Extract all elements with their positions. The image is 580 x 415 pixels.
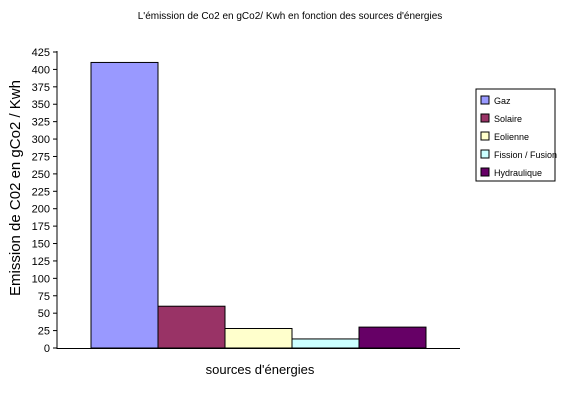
y-tick-label: 25	[38, 326, 50, 338]
y-tick-label: 325	[32, 117, 50, 129]
bar-eolienne	[224, 327, 293, 349]
y-tick-label: 0	[44, 343, 50, 355]
y-tick-label: 100	[32, 273, 50, 285]
y-tick-label: 200	[32, 204, 50, 216]
bar-hydraulique	[358, 326, 427, 349]
legend-label: Gaz	[494, 96, 511, 106]
legend-label: Fission / Fusion	[494, 150, 557, 160]
legend-swatch	[480, 131, 490, 141]
y-axis-label: Emission de C02 en gCo2 / Kwh	[7, 80, 24, 296]
legend-swatch	[480, 95, 490, 105]
x-axis-label: sources d'énergies	[206, 362, 315, 377]
bar-gaz	[90, 61, 159, 349]
y-tick-label: 375	[32, 82, 50, 94]
bar-solaire	[157, 305, 226, 349]
bars	[90, 61, 427, 349]
legend-label: Solaire	[494, 114, 522, 124]
y-tick-label: 175	[32, 221, 50, 233]
y-tick-label: 225	[32, 186, 50, 198]
legend: Gaz Solaire Eolienne Fission / Fusion Hydrau…	[475, 88, 557, 182]
legend-swatch	[480, 149, 490, 159]
y-tick-label: 75	[38, 291, 50, 303]
legend-label: Eolienne	[494, 132, 529, 142]
y-tick-label: 275	[32, 151, 50, 163]
bar-fission-fusion	[291, 338, 360, 349]
y-tick-label: 150	[32, 239, 50, 251]
y-tick-label: 350	[32, 99, 50, 111]
y-tick-label: 400	[32, 64, 50, 76]
y-tick-label: 300	[32, 134, 50, 146]
chart-title: L'émission de Co2 en gCo2/ Kwh en foncti…	[138, 11, 443, 22]
y-tick-label: 250	[32, 169, 50, 181]
y-axis-ticks: 0 25 50 75 100 125 150 175 200 225 250 275 300 325 350…	[32, 47, 57, 355]
y-tick-label: 425	[32, 47, 50, 59]
legend-swatch	[480, 167, 490, 177]
legend-label: Hydraulique	[494, 168, 542, 178]
y-tick-label: 50	[38, 308, 50, 320]
legend-swatch	[480, 113, 490, 123]
y-tick-label: 125	[32, 256, 50, 268]
